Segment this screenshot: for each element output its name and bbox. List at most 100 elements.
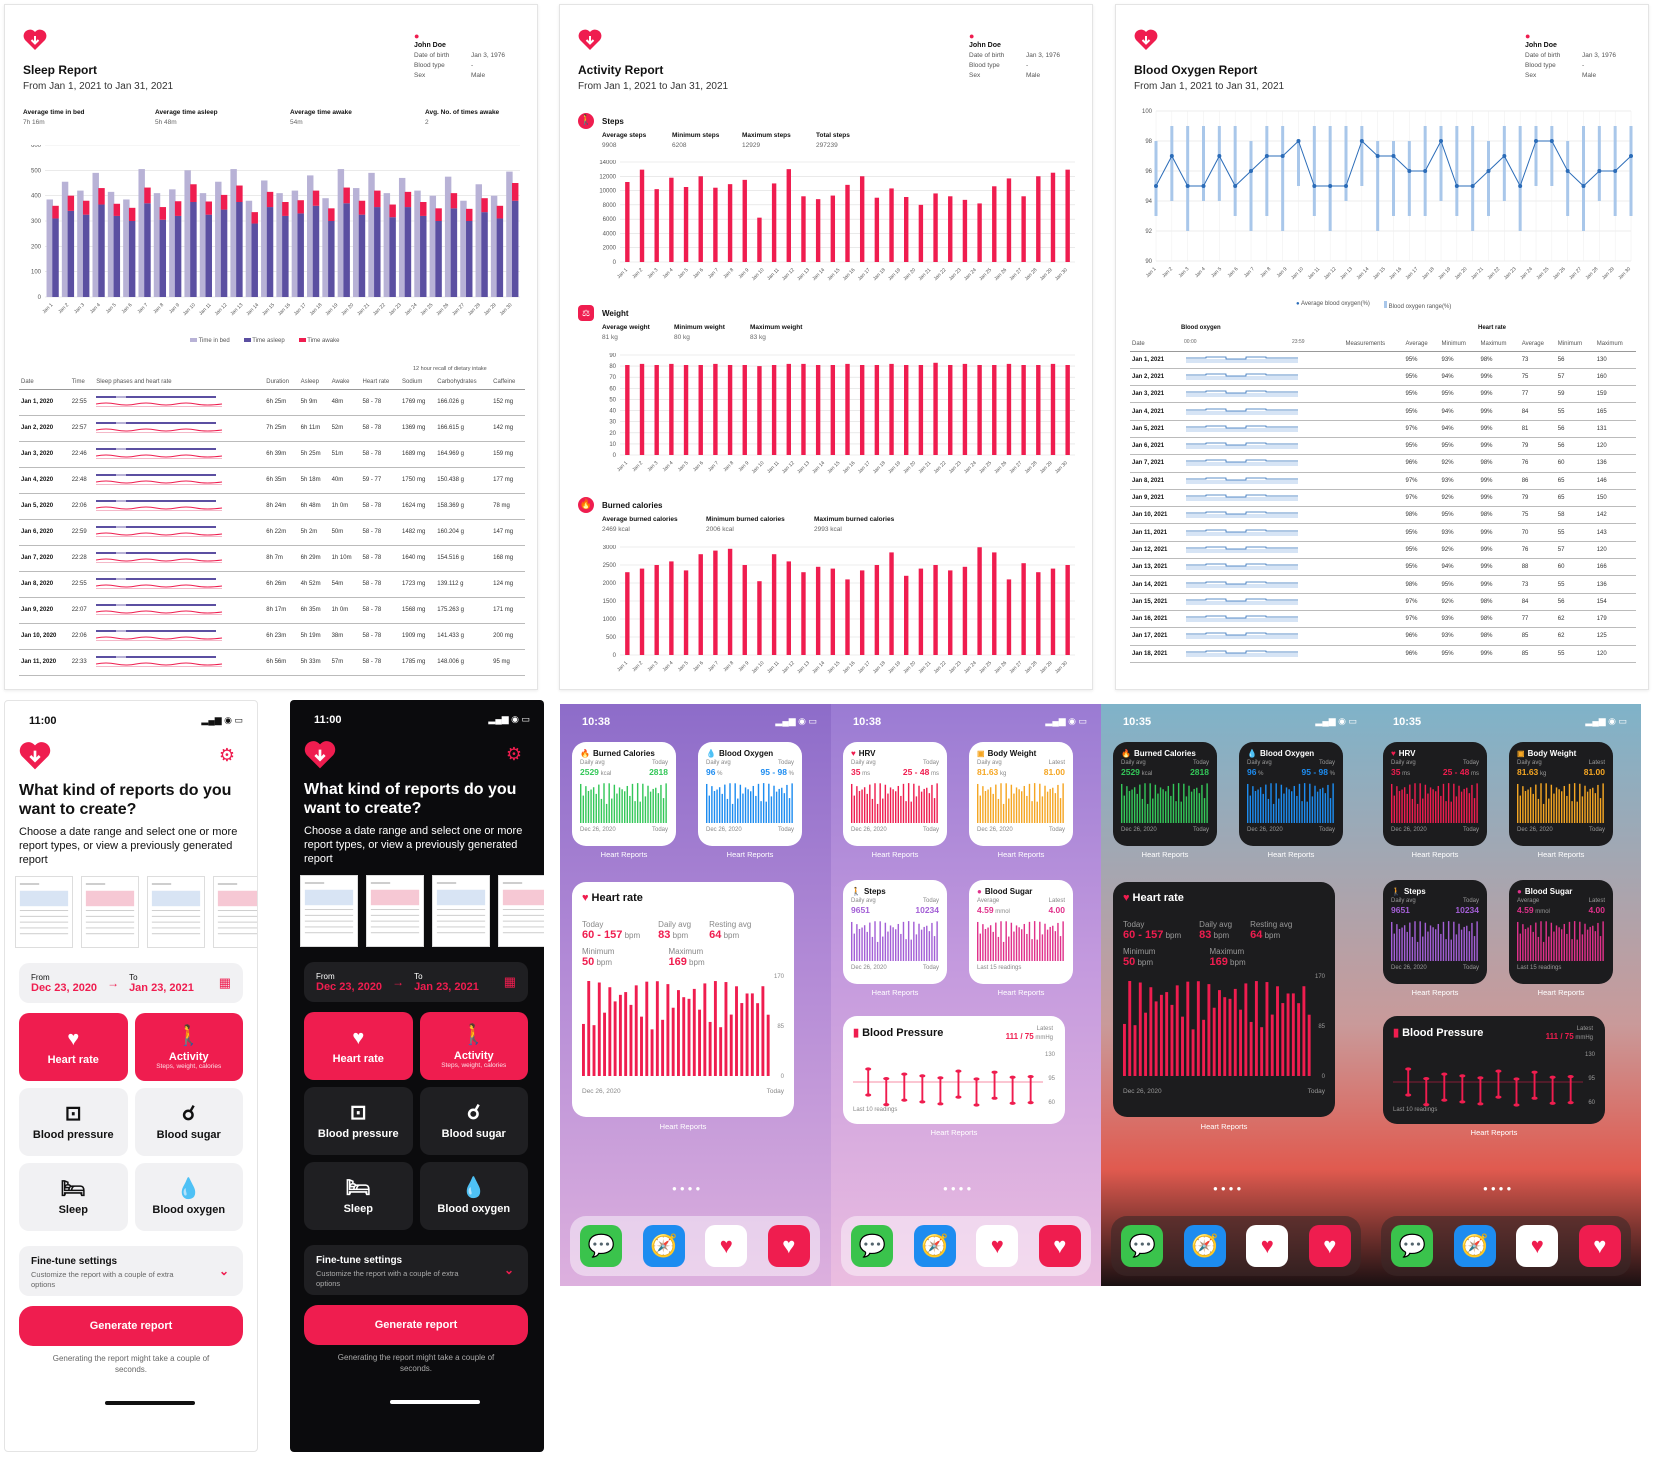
widget-value: 96 <box>1247 767 1257 777</box>
widget-bar <box>692 988 696 1076</box>
generate-report-button[interactable]: Generate report <box>304 1305 528 1345</box>
messages-app-icon[interactable]: 💬 <box>1121 1225 1164 1267</box>
fine-tune-settings[interactable]: Fine-tune settings Customize the report … <box>304 1245 528 1295</box>
table-cell: 95% <box>1405 373 1418 380</box>
health-app-icon[interactable]: ♥ <box>1246 1225 1289 1267</box>
report-thumbnail[interactable] <box>213 876 257 948</box>
heart-reports-app-icon[interactable]: ♥ <box>1308 1225 1351 1267</box>
fine-tune-settings[interactable]: Fine-tune settings Customize the report … <box>19 1246 243 1296</box>
heart-reports-app-icon[interactable]: ♥ <box>1578 1225 1621 1267</box>
health-app-icon[interactable]: ♥ <box>705 1225 748 1267</box>
widget-burned[interactable]: 🔥 Burned Calories Daily avg Today 2529 kca… <box>1113 742 1217 846</box>
widget-bar <box>708 1021 712 1076</box>
widget-bar <box>687 998 691 1076</box>
widget-hrv[interactable]: ♥ HRV Daily avg Today 35 ms 25 - 48 ms Dec … <box>1383 742 1487 846</box>
gear-icon[interactable]: ⚙ <box>218 745 235 765</box>
average-point <box>1249 169 1253 173</box>
table-cell: 99% <box>1480 408 1493 415</box>
widget-steps[interactable]: 🚶 Steps Daily avg Today 9651 10234 Dec 26,… <box>1383 880 1487 984</box>
from-date[interactable]: From Dec 23, 2020 <box>31 972 98 994</box>
widget-oxygen[interactable]: 💧 Blood Oxygen Daily avg Today 96 % 95 - 98… <box>698 742 802 846</box>
report-type-blood-pressure[interactable]: ⊡ Blood pressure <box>19 1088 128 1156</box>
widget-heart-rate[interactable]: ♥ Heart rate Today 60 - 157 bpm Daily avg 83… <box>572 882 794 1117</box>
widget-blood-pressure[interactable]: ▮ Blood Pressure Latest 111 / 75 mmHg 130 … <box>843 1016 1065 1124</box>
to-date[interactable]: To Jan 23, 2021 <box>414 971 479 993</box>
report-type-sleep[interactable]: 🛏 Sleep <box>19 1163 128 1231</box>
report-thumbnail[interactable] <box>147 876 205 948</box>
widget-weight[interactable]: ▣ Body Weight Daily avg Latest 81.63 kg 81.… <box>1509 742 1613 846</box>
messages-app-icon[interactable]: 💬 <box>851 1225 894 1267</box>
messages-app-icon[interactable]: 💬 <box>1391 1225 1434 1267</box>
widget-sugar[interactable]: ● Blood Sugar Average Latest 4.59 mmol 4.00… <box>1509 880 1613 984</box>
report-thumbnail[interactable] <box>300 875 358 947</box>
widget-bar <box>1409 922 1411 961</box>
range-bar <box>1502 126 1506 201</box>
bar-time-asleep <box>82 214 90 297</box>
report-type-blood-sugar[interactable]: ☌ Blood sugar <box>419 1087 528 1155</box>
y-tick-label: 80 <box>609 364 616 370</box>
widget-bar <box>634 801 636 823</box>
report-type-blood-pressure[interactable]: ⊡ Blood pressure <box>304 1087 413 1155</box>
table-cell: 96% <box>1405 650 1418 657</box>
heart-reports-app-icon[interactable]: ♥ <box>767 1225 810 1267</box>
safari-app-icon[interactable]: 🧭 <box>1453 1225 1496 1267</box>
previous-reports-carousel[interactable] <box>15 876 257 948</box>
oxygen-sparkline <box>1186 563 1299 571</box>
widget-bar <box>1566 933 1568 961</box>
to-date[interactable]: To Jan 23, 2021 <box>129 972 194 994</box>
health-app-icon[interactable]: ♥ <box>976 1225 1019 1267</box>
safari-app-icon[interactable]: 🧭 <box>642 1225 685 1267</box>
widget-hrv[interactable]: ♥ HRV Daily avg Today 35 ms 25 - 48 ms Dec … <box>843 742 947 846</box>
phone-dark-mode: 11:00 ▂▄▆ ◉ ▭ ⚙ What kind of reports do … <box>290 700 544 1452</box>
calendar-icon[interactable]: ▦ <box>503 974 516 989</box>
widget-chart <box>1391 921 1478 961</box>
widget-sugar[interactable]: ● Blood Sugar Average Latest 4.59 mmol 4.00… <box>969 880 1073 984</box>
report-type-heart-rate[interactable]: ♥ Heart rate <box>19 1013 128 1081</box>
widget-heart-rate[interactable]: ♥ Heart rate Today 60 - 157 bpm Daily avg 83… <box>1113 882 1335 1117</box>
widget-burned[interactable]: 🔥 Burned Calories Daily avg Today 2529 kca… <box>572 742 676 846</box>
previous-reports-carousel[interactable] <box>300 875 544 947</box>
chevron-down-icon: ⌄ <box>503 1263 514 1277</box>
widget-blood-pressure[interactable]: ▮ Blood Pressure Latest 111 / 75 mmHg 130 … <box>1383 1016 1605 1124</box>
widget-bar <box>1265 982 1269 1076</box>
widget-label: Daily avg <box>658 920 692 929</box>
widget-steps[interactable]: 🚶 Steps Daily avg Today 9651 10234 Dec 26,… <box>843 880 947 984</box>
report-thumbnail[interactable] <box>15 876 73 948</box>
widget-bar <box>1568 783 1571 823</box>
messages-app-icon[interactable]: 💬 <box>580 1225 623 1267</box>
report-type-blood-oxygen[interactable]: 💧 Blood oxygen <box>419 1162 528 1230</box>
report-type-heart-rate[interactable]: ♥ Heart rate <box>304 1012 413 1080</box>
heart-reports-app-icon[interactable]: ♥ <box>1038 1225 1081 1267</box>
calendar-icon[interactable]: ▦ <box>218 975 231 990</box>
date-range-picker[interactable]: From Dec 23, 2020 → To Jan 23, 2021 ▦ <box>304 962 528 1002</box>
widget-bar <box>661 1019 665 1076</box>
x-tick-label: Jan 23 <box>1503 266 1518 281</box>
time-start: 00:00 <box>1184 339 1197 345</box>
safari-app-icon[interactable]: 🧭 <box>1183 1225 1226 1267</box>
widget-weight[interactable]: ▣ Body Weight Daily avg Latest 81.63 kg 81.… <box>969 742 1073 846</box>
report-thumbnail[interactable] <box>81 876 139 948</box>
widget-oxygen[interactable]: 💧 Blood Oxygen Daily avg Today 96 % 95 - 98… <box>1239 742 1343 846</box>
widget-bar <box>671 1007 675 1076</box>
scale-icon: ⚖ <box>578 305 594 321</box>
average-point <box>1280 154 1285 158</box>
health-app-icon[interactable]: ♥ <box>1516 1225 1559 1267</box>
date-range-picker[interactable]: From Dec 23, 2020 → To Jan 23, 2021 ▦ <box>19 963 243 1003</box>
table-cell: 136 <box>1596 581 1607 588</box>
widget-bar <box>1285 787 1288 823</box>
safari-app-icon[interactable]: 🧭 <box>913 1225 956 1267</box>
x-tick-label: Jan 21 <box>917 267 932 282</box>
report-type-sleep[interactable]: 🛏 Sleep <box>304 1162 413 1230</box>
report-type-activity[interactable]: 🚶 Activity Steps, weight, calories <box>134 1013 243 1081</box>
report-thumbnail[interactable] <box>498 875 544 947</box>
report-thumbnail[interactable] <box>366 875 424 947</box>
generate-report-button[interactable]: Generate report <box>19 1306 243 1346</box>
report-type-blood-sugar[interactable]: ☌ Blood sugar <box>134 1088 243 1156</box>
y-tick-label: 85 <box>777 1024 784 1030</box>
from-date[interactable]: From Dec 23, 2020 <box>316 971 383 993</box>
gear-icon[interactable]: ⚙ <box>505 744 522 764</box>
report-type-blood-oxygen[interactable]: 💧 Blood oxygen <box>134 1163 243 1231</box>
report-thumbnail[interactable] <box>432 875 490 947</box>
report-type-activity[interactable]: 🚶 Activity Steps, weight, calories <box>419 1012 528 1080</box>
